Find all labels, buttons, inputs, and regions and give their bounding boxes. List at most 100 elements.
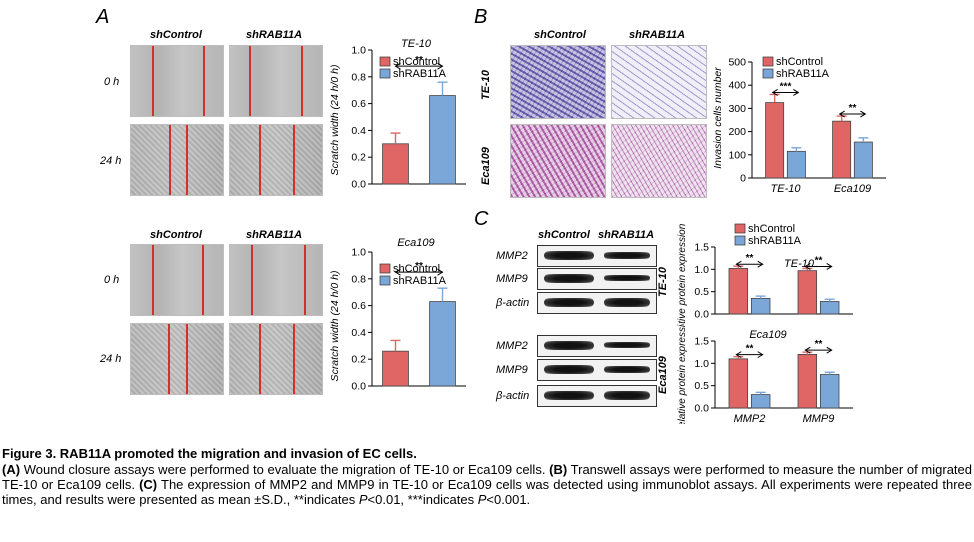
chart-c-eca109-title: Eca109	[749, 329, 786, 341]
x-category-label: MMP9	[803, 413, 835, 424]
legend-swatch-shcontrol	[734, 223, 746, 234]
y-tick-label: 0.6	[351, 300, 366, 312]
chart-c-legend: shControl shRAB11A	[734, 223, 802, 247]
significance-label: **	[746, 344, 754, 355]
arrow-head	[826, 346, 833, 354]
chart-c-eca109: Eca109 Relative protein expression 0.0 0.…	[677, 324, 853, 424]
legend-label-shcontrol: shControl	[393, 56, 440, 68]
micrograph-te10-shcontrol-24h	[130, 124, 224, 196]
chart-b-invasion: shControl shRAB11A Invasion cells number…	[712, 56, 886, 195]
panel-a-top-col-shcontrol: shControl	[150, 29, 202, 41]
bar-shcontrol-mmp2	[728, 358, 749, 409]
y-tick-label: 0.8	[351, 71, 366, 83]
blot-bactin-eca109	[537, 385, 657, 407]
blot-label-mmp2-eca109: MMP2	[496, 340, 528, 352]
legend-label-shrab11a: shRAB11A	[748, 235, 802, 247]
figure-caption-body: (A) Wound closure assays were performed …	[2, 462, 972, 507]
arrow-head	[437, 62, 444, 70]
chart-c-te10: shControl shRAB11A TE-10 Relative protei…	[677, 223, 853, 324]
significance-label: **	[815, 255, 823, 266]
y-tick-label: 1.5	[694, 336, 709, 348]
blot-label-bactin-eca109: β-actin	[496, 390, 530, 402]
bar-shcontrol	[382, 350, 409, 387]
bar-shrab11a-mmp9	[819, 301, 840, 315]
blot-mmp2-eca109	[537, 335, 657, 357]
significance-label: **	[415, 261, 423, 272]
panel-b-col-shcontrol: shControl	[534, 29, 586, 41]
arrow-head	[838, 110, 845, 118]
y-tick-label: 100	[728, 149, 746, 161]
panel-a-bottom-row-0h: 0 h	[104, 274, 120, 286]
arrow-head	[771, 89, 778, 96]
bar-shrab11a-te-10	[786, 150, 806, 179]
transwell-te10-shrab11a	[611, 45, 707, 119]
blot-bactin-te10	[537, 292, 657, 314]
arrow-head	[735, 260, 742, 268]
caption-label-a: (A)	[2, 462, 21, 477]
legend-swatch-shcontrol	[379, 263, 391, 274]
legend-label-shrab11a: shRAB11A	[776, 68, 830, 80]
legend-label-shcontrol: shControl	[776, 56, 823, 68]
blot-label-bactin-te10: β-actin	[496, 297, 530, 309]
y-tick-label: 300	[728, 103, 746, 115]
micrograph-te10-shrab11a-24h	[229, 124, 323, 196]
arrow-head	[757, 351, 764, 359]
y-tick-label: 0.8	[351, 273, 366, 285]
blot-label-mmp9-eca109: MMP9	[496, 364, 528, 376]
micrograph-eca109-shrab11a-24h	[229, 323, 323, 395]
arrow-head	[860, 110, 867, 118]
arrow-head	[394, 268, 401, 276]
y-tick-label: 1.0	[351, 45, 366, 57]
legend-swatch-shcontrol	[762, 56, 774, 67]
panel-a-top-row-0h: 0 h	[104, 76, 120, 88]
panel-b-row-eca109: Eca109	[480, 147, 492, 185]
caption-text-b: Transwell assays were performed to measu…	[2, 462, 972, 492]
y-tick-label: 400	[728, 80, 746, 92]
y-tick-label: 0.4	[351, 125, 366, 137]
significance-label: ***	[780, 81, 792, 92]
blot-label-mmp9-te10: MMP9	[496, 273, 528, 285]
y-tick-label: 500	[728, 57, 746, 69]
bar-shrab11a-mmp9	[819, 374, 840, 409]
blot-label-mmp2-te10: MMP2	[496, 250, 528, 262]
transwell-eca109-shrab11a	[611, 124, 707, 198]
bar-shcontrol	[382, 143, 409, 185]
legend-swatch-shrab11a	[734, 235, 746, 246]
significance-label: **	[415, 55, 423, 66]
caption-p1-rest: <0.01, ***indicates	[367, 492, 478, 507]
figure-caption-title: Figure 3. RAB11A promoted the migration …	[2, 446, 417, 461]
bar-shrab11a	[429, 301, 456, 387]
panel-c-col-shcontrol: shControl	[538, 229, 590, 241]
panel-a-bottom-col-shcontrol: shControl	[150, 229, 202, 241]
significance-label: **	[815, 339, 823, 350]
bar-shrab11a	[429, 95, 456, 185]
micrograph-te10-shcontrol-0h	[130, 45, 224, 117]
bar-shcontrol-eca109	[832, 120, 852, 179]
y-tick-label: 1.0	[694, 358, 709, 370]
y-tick-label: 0.5	[694, 286, 709, 298]
bar-shcontrol-mmp9	[797, 353, 818, 409]
chart-a-te10: TE-10 shControl shRAB11A Scratch width (…	[329, 38, 466, 191]
legend-label-shrab11a: shRAB11A	[393, 68, 447, 80]
chart-a-te10-legend: shControl shRAB11A	[379, 56, 447, 80]
panel-b-col-shrab11a: shRAB11A	[629, 29, 686, 41]
caption-label-c: (C)	[139, 477, 158, 492]
y-tick-label: 0.0	[694, 403, 709, 415]
panel-a-bottom-row-24h: 24 h	[100, 353, 122, 365]
chart-a-eca109-ylabel: Scratch width (24 h/0 h)	[329, 271, 341, 382]
blot-mmp9-te10	[537, 268, 657, 290]
blot-mmp9-eca109	[537, 359, 657, 381]
chart-a-te10-ylabel: Scratch width (24 h/0 h)	[329, 65, 341, 176]
legend-swatch-shrab11a	[762, 68, 774, 79]
arrow-head	[735, 351, 742, 359]
caption-p1: P	[358, 492, 368, 507]
arrow-head	[437, 268, 444, 276]
x-category-label: Eca109	[834, 183, 871, 195]
chart-a-eca109: Eca109 shControl shRAB11A Scratch width …	[329, 237, 466, 393]
legend-swatch-shrab11a	[379, 68, 391, 79]
micrograph-eca109-shcontrol-0h	[130, 244, 224, 316]
arrow-head	[804, 346, 811, 354]
arrow-head	[793, 89, 800, 96]
significance-label: **	[746, 253, 754, 264]
micrograph-te10-shrab11a-0h	[229, 45, 323, 117]
